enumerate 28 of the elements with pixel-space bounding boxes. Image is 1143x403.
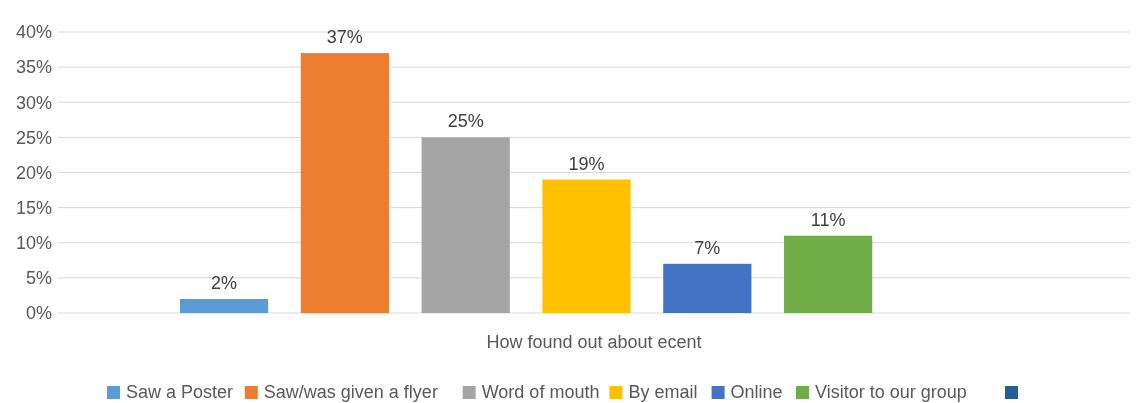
- data-label: 7%: [694, 237, 721, 258]
- y-tick-label: 25%: [15, 127, 52, 148]
- bar: [300, 53, 389, 313]
- bar: [421, 137, 510, 313]
- y-tick-label: 0%: [25, 303, 52, 324]
- x-axis-title: How found out about ecent: [486, 332, 702, 352]
- bar: [179, 298, 269, 313]
- bar: [542, 179, 631, 313]
- bar: [663, 263, 752, 313]
- legend-label: By email: [628, 382, 698, 402]
- legend-label: Visitor to our group: [815, 382, 967, 402]
- y-tick-label: 5%: [25, 268, 52, 289]
- data-label: 2%: [211, 272, 238, 293]
- legend-label: Saw/was given a flyer: [263, 382, 438, 402]
- bar: [784, 235, 873, 313]
- legend-label: Online: [730, 382, 783, 402]
- y-tick-label: 30%: [15, 92, 52, 113]
- data-label: 11%: [810, 209, 846, 230]
- legend-label: Word of mouth: [481, 382, 600, 402]
- y-tick-label: 20%: [15, 162, 52, 183]
- data-label: 25%: [447, 111, 484, 132]
- legend-label: Saw a Poster: [126, 382, 234, 402]
- y-tick-label: 15%: [15, 197, 52, 218]
- y-tick-label: 35%: [15, 57, 52, 78]
- data-label: 19%: [568, 153, 605, 174]
- y-tick-label: 10%: [15, 233, 52, 254]
- data-label: 37%: [326, 27, 363, 48]
- y-tick-label: 40%: [15, 22, 52, 43]
